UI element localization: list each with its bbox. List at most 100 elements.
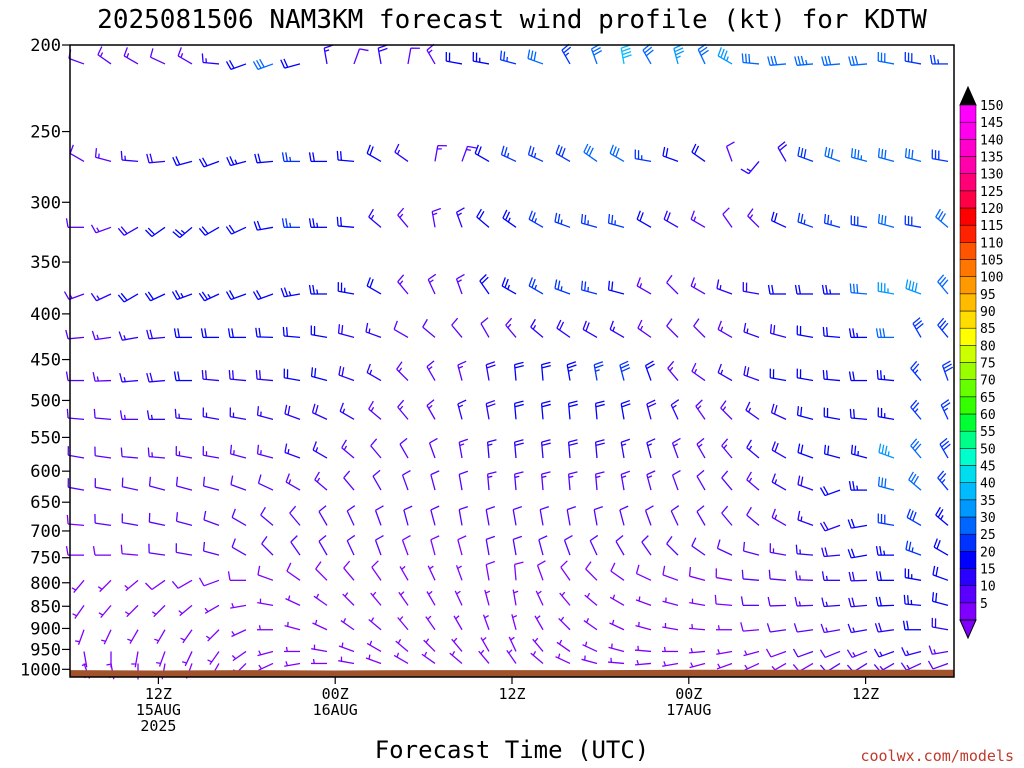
wind-barb	[97, 46, 112, 65]
wind-barb	[821, 571, 840, 581]
wind-barb	[502, 209, 517, 228]
wind-barb	[777, 141, 788, 162]
wind-barb	[65, 218, 84, 228]
y-tick-label: 600	[30, 462, 61, 482]
x-tick-label: 16AUG	[313, 701, 358, 719]
wind-barb	[430, 470, 440, 491]
wind-barb	[366, 144, 382, 162]
wind-barb	[635, 596, 652, 606]
wind-barb	[430, 535, 440, 556]
wind-barb	[455, 207, 465, 228]
wind-barb	[822, 326, 841, 339]
colorbar-cell	[959, 276, 977, 295]
wind-barb	[528, 277, 544, 295]
wind-barb	[670, 505, 680, 526]
wind-barb	[342, 592, 355, 606]
colorbar-top-arrow	[959, 85, 977, 106]
colorbar-tick-label: 85	[980, 322, 996, 337]
wind-barb	[474, 144, 490, 162]
wind-barb	[225, 60, 247, 71]
wind-barb	[635, 645, 652, 653]
wind-barb	[421, 651, 436, 664]
wind-barb	[561, 43, 572, 65]
wind-barb	[878, 443, 895, 459]
wind-barb	[793, 623, 814, 633]
wind-barb	[690, 210, 706, 228]
wind-barb	[368, 400, 382, 420]
wind-barb	[581, 655, 598, 665]
wind-barb	[609, 144, 625, 162]
colorbar-tick-label: 50	[980, 442, 996, 457]
wind-barb	[312, 441, 328, 459]
wind-barb	[175, 446, 193, 459]
wind-barb	[426, 399, 436, 420]
wind-barb	[90, 224, 112, 234]
wind-barb	[877, 282, 895, 295]
wind-barb	[619, 360, 631, 381]
wind-barb	[201, 53, 220, 65]
wind-barb	[794, 55, 814, 66]
wind-barb	[740, 622, 760, 632]
wind-barb	[204, 604, 220, 614]
wind-barb	[725, 141, 735, 162]
wind-barb	[505, 317, 517, 338]
wind-barb	[536, 560, 546, 581]
colorbar-cell	[959, 482, 977, 501]
wind-barb	[252, 58, 274, 71]
wind-barb	[690, 277, 706, 295]
wind-barb	[662, 622, 679, 631]
wind-barb	[124, 579, 139, 592]
wind-barb	[511, 614, 518, 630]
wind-barb	[740, 160, 760, 175]
wind-barb	[425, 615, 436, 631]
wind-barb	[559, 591, 571, 606]
wind-barb	[201, 370, 220, 382]
wind-barb	[875, 571, 894, 581]
wind-barb	[822, 370, 841, 382]
wind-barb	[877, 148, 895, 163]
wind-barb	[556, 319, 571, 338]
wind-barb	[634, 149, 652, 163]
wind-barb	[145, 579, 166, 591]
y-tick-label: 400	[30, 305, 61, 325]
wind-barb	[198, 291, 220, 302]
wind-barb	[368, 208, 382, 228]
wind-barb	[485, 535, 496, 556]
wind-barb	[94, 446, 112, 459]
wind-barb	[123, 47, 139, 65]
wind-barb	[393, 320, 409, 338]
wind-barb	[819, 649, 841, 659]
wind-barb	[227, 571, 246, 581]
y-tick-label: 350	[30, 253, 61, 273]
wind-barb	[743, 322, 760, 339]
colorbar-tick-label: 100	[980, 271, 1003, 286]
wind-barb	[848, 55, 868, 66]
wind-barb	[283, 368, 301, 382]
wind-barb	[848, 597, 868, 608]
wind-barb	[65, 546, 84, 556]
wind-barb	[644, 360, 655, 381]
wind-barb	[119, 410, 138, 421]
wind-barb	[230, 603, 247, 609]
wind-barb	[580, 280, 598, 295]
wind-barb	[72, 604, 85, 619]
wind-barb	[689, 647, 706, 654]
wind-barb	[312, 619, 328, 631]
wind-barb	[873, 648, 895, 658]
wind-barb	[584, 592, 598, 606]
wind-barb	[849, 408, 868, 421]
wind-barb	[593, 361, 604, 381]
wind-barb	[75, 629, 85, 645]
wind-barb	[512, 535, 523, 556]
colorbar-cell	[959, 430, 977, 449]
wind-barb	[336, 150, 355, 163]
wind-barb	[527, 49, 544, 65]
y-tick-label: 650	[30, 493, 61, 513]
wind-barb	[594, 471, 605, 491]
wind-barb	[745, 401, 760, 420]
wind-barb	[746, 471, 760, 491]
wind-barb	[609, 594, 625, 606]
wind-barb	[148, 543, 166, 556]
wind-barb	[228, 370, 247, 382]
wind-barb	[366, 277, 382, 295]
